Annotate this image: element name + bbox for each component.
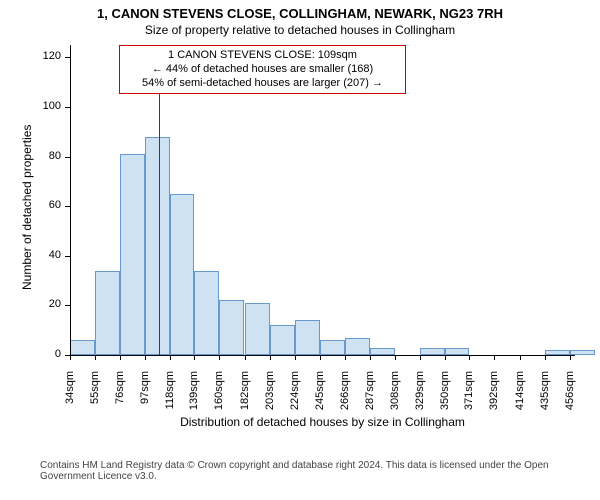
- y-axis-label: Number of detached properties: [20, 125, 34, 290]
- x-tick-label: 287sqm: [364, 371, 376, 416]
- histogram-bar: [95, 271, 120, 355]
- histogram-bar: [270, 325, 295, 355]
- x-tick-label: 182sqm: [239, 371, 251, 416]
- histogram-bar: [70, 340, 95, 355]
- histogram-bar: [219, 300, 244, 355]
- x-tick-label: 329sqm: [414, 371, 426, 416]
- x-tick-label: 266sqm: [339, 371, 351, 416]
- y-tick-label: 40: [35, 249, 61, 261]
- x-tick-label: 34sqm: [64, 371, 76, 416]
- histogram-bar: [320, 340, 345, 355]
- x-tick-label: 118sqm: [164, 371, 176, 416]
- histogram-bar: [145, 137, 170, 355]
- chart-subtitle: Size of property relative to detached ho…: [0, 21, 600, 37]
- histogram-bar: [445, 348, 470, 355]
- x-tick-label: 371sqm: [463, 371, 475, 416]
- footer-attribution: Contains HM Land Registry data © Crown c…: [40, 460, 580, 482]
- x-tick-label: 160sqm: [213, 371, 225, 416]
- histogram-bar: [194, 271, 219, 355]
- annotation-line-3: 54% of semi-detached houses are larger (…: [126, 77, 399, 91]
- y-tick-label: 100: [35, 100, 61, 112]
- x-tick-label: 350sqm: [439, 371, 451, 416]
- y-tick-label: 80: [35, 150, 61, 162]
- x-tick-label: 456sqm: [564, 371, 576, 416]
- annotation-box: 1 CANON STEVENS CLOSE: 109sqm ← 44% of d…: [119, 45, 406, 94]
- histogram-bar: [420, 348, 445, 355]
- histogram-bar: [245, 303, 270, 355]
- x-tick-label: 224sqm: [289, 371, 301, 416]
- histogram-bar: [295, 320, 320, 355]
- annotation-line-1: 1 CANON STEVENS CLOSE: 109sqm: [126, 49, 399, 63]
- y-tick-label: 20: [35, 298, 61, 310]
- x-tick-label: 97sqm: [139, 371, 151, 416]
- x-tick-label: 203sqm: [264, 371, 276, 416]
- x-axis-label: Distribution of detached houses by size …: [70, 415, 575, 429]
- x-tick-label: 55sqm: [89, 371, 101, 416]
- x-tick-label: 139sqm: [188, 371, 200, 416]
- y-tick-label: 60: [35, 199, 61, 211]
- x-tick-label: 435sqm: [539, 371, 551, 416]
- y-tick-label: 0: [35, 348, 61, 360]
- x-tick-label: 308sqm: [389, 371, 401, 416]
- histogram-bar: [120, 154, 145, 355]
- chart-title: 1, CANON STEVENS CLOSE, COLLINGHAM, NEWA…: [0, 0, 600, 21]
- histogram-bar: [170, 194, 195, 355]
- histogram-bar: [370, 348, 395, 355]
- x-tick-label: 76sqm: [114, 371, 126, 416]
- x-tick-label: 245sqm: [314, 371, 326, 416]
- y-tick-label: 120: [35, 50, 61, 62]
- x-tick-label: 392sqm: [488, 371, 500, 416]
- annotation-line-2: ← 44% of detached houses are smaller (16…: [126, 63, 399, 77]
- histogram-bar: [345, 338, 370, 355]
- x-tick-label: 414sqm: [514, 371, 526, 416]
